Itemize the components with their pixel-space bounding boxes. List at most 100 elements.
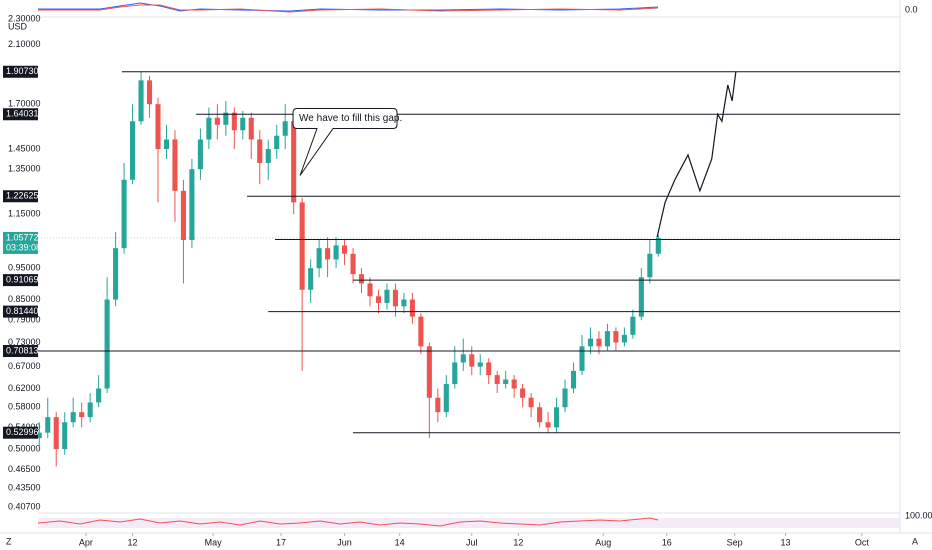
level-label-box — [3, 426, 38, 439]
last-price-label: 1.05772 — [6, 232, 39, 242]
y-tick-label: 1.45000 — [8, 143, 41, 153]
level-label-box — [3, 190, 38, 203]
level-label: 0.81440 — [6, 306, 39, 316]
level-label: 1.22625 — [6, 191, 39, 201]
candle-body — [62, 422, 68, 450]
candle-body — [146, 80, 153, 105]
candle-body — [163, 139, 170, 150]
candle-body — [613, 331, 619, 343]
candle-body — [231, 112, 237, 131]
candle-body — [87, 402, 93, 418]
candle-body — [409, 299, 415, 317]
candle-body — [426, 346, 432, 398]
candle-body — [130, 121, 136, 180]
candle-body — [511, 379, 517, 389]
corner-button[interactable]: A — [912, 536, 918, 546]
level-label-box — [3, 345, 38, 358]
x-tick-label: 12 — [513, 537, 523, 547]
currency-label: USD — [8, 21, 28, 31]
candle-body — [172, 139, 178, 191]
pane-label: 0.0 — [905, 4, 918, 14]
candle-body — [443, 383, 449, 413]
candle-body — [265, 149, 271, 163]
candle-body — [299, 202, 305, 290]
y-tick-label: 0.40700 — [8, 501, 41, 511]
candle-body — [604, 331, 610, 347]
y-tick-label: 0.79000 — [8, 315, 41, 325]
y-tick-label: 0.85000 — [8, 294, 41, 304]
x-tick-label: Apr — [79, 537, 93, 547]
candle-body — [53, 417, 59, 450]
candle-body — [638, 277, 644, 317]
x-tick-label: 13 — [781, 537, 791, 547]
rsi-band — [38, 518, 900, 528]
x-tick-label: 17 — [276, 537, 286, 547]
candle-body — [367, 283, 373, 297]
candle-body — [579, 346, 585, 371]
candle-body — [325, 248, 331, 260]
candle-body — [375, 296, 382, 303]
candle-body — [392, 289, 398, 307]
candle-body — [562, 388, 568, 408]
level-label-box — [3, 305, 38, 318]
level-label: 0.91069 — [6, 274, 39, 284]
candle-body — [189, 169, 195, 240]
y-tick-label: 0.62000 — [8, 383, 41, 393]
candle-body — [418, 316, 424, 347]
candle-body — [596, 338, 602, 347]
candle-body — [138, 80, 144, 122]
y-tick-label: 0.67000 — [8, 361, 41, 371]
candle-body — [621, 334, 627, 343]
y-tick-label: 0.95000 — [8, 263, 41, 273]
candle-body — [452, 362, 458, 384]
y-tick-label: 0.43500 — [8, 483, 41, 493]
y-tick-label: 2.10000 — [8, 39, 41, 49]
candle-body — [36, 432, 42, 439]
candle-body — [308, 268, 314, 290]
candle-body — [358, 274, 365, 284]
candle-body — [570, 370, 577, 389]
candle-body — [240, 117, 246, 131]
x-tick-label: Aug — [595, 537, 611, 547]
candle-body — [333, 245, 339, 260]
projection-line — [656, 71, 737, 238]
level-label: 1.90730 — [6, 66, 39, 76]
candle-body — [121, 179, 127, 249]
x-tick-label: 12 — [128, 537, 138, 547]
candle-body — [460, 354, 466, 363]
candle-body — [655, 237, 661, 254]
candle-body — [587, 338, 594, 347]
corner-button[interactable]: Z — [6, 536, 12, 546]
candle-body — [630, 316, 636, 335]
x-tick-label: May — [205, 537, 223, 547]
candle-body — [401, 299, 407, 307]
pane-label: 100.00 — [905, 510, 932, 520]
level-label: 0.70813 — [6, 345, 39, 355]
candle-body — [70, 412, 76, 423]
candle-body — [113, 248, 119, 300]
last-price-box — [3, 231, 38, 254]
candle-body — [282, 121, 288, 136]
candle-body — [45, 417, 51, 433]
callout-text: We have to fill this gap. — [299, 113, 402, 124]
candle-body — [180, 190, 186, 240]
candle-body — [469, 354, 475, 367]
level-label-box — [3, 65, 38, 78]
candle-body — [384, 289, 390, 303]
candle-body — [291, 121, 297, 203]
countdown: 03:39:08 — [6, 242, 41, 252]
candle-body — [545, 422, 551, 428]
y-tick-label: 0.50000 — [8, 443, 41, 453]
level-label: 1.64031 — [6, 109, 39, 119]
candle-body — [155, 104, 161, 150]
candle-body — [197, 139, 203, 170]
y-tick-label: 1.15000 — [8, 209, 41, 219]
y-tick-label: 1.35000 — [8, 164, 41, 174]
candle-body — [316, 248, 322, 269]
candle-body — [350, 253, 356, 275]
candle-body — [486, 362, 492, 376]
candle-body — [342, 245, 348, 254]
candle-body — [554, 407, 560, 428]
